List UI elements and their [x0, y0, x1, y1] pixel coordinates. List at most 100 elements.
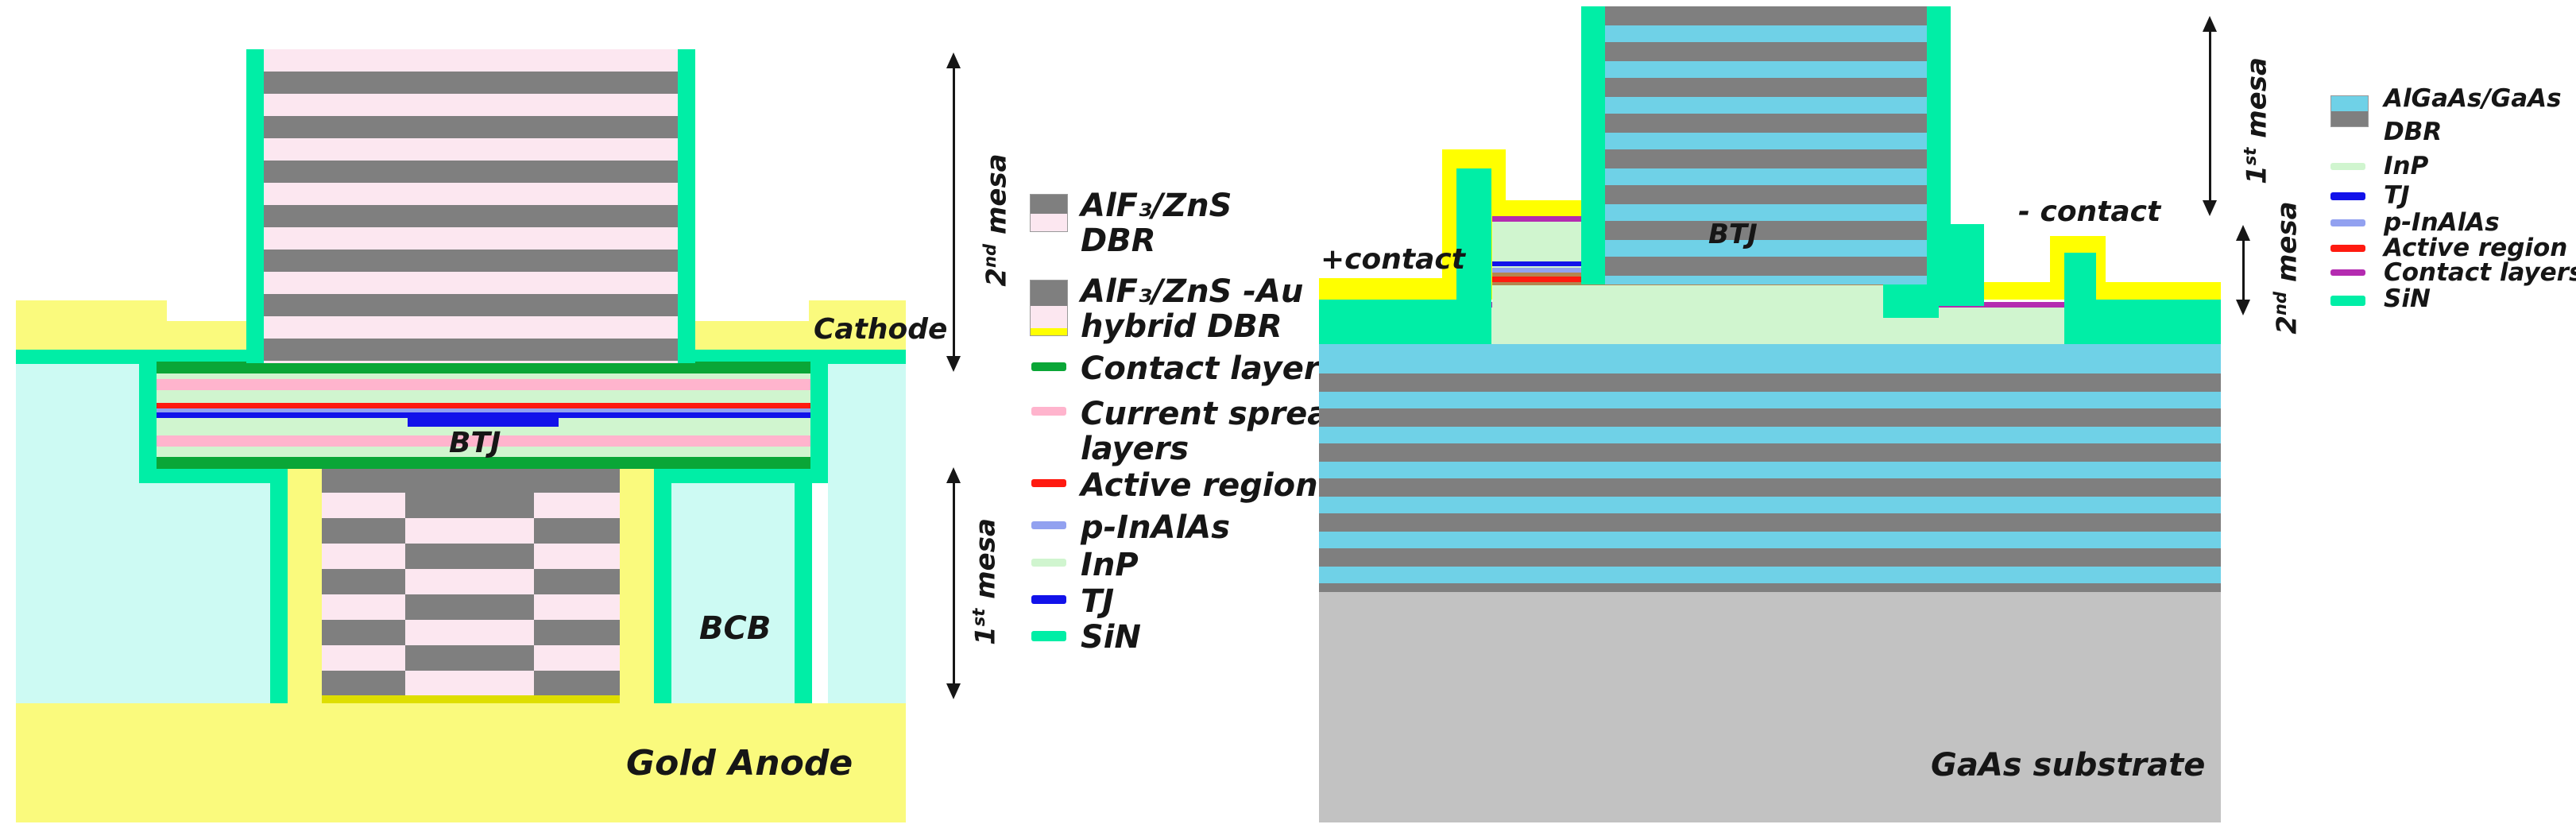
au-base-line [322, 695, 620, 703]
sin-shelf-right [654, 469, 812, 483]
legend-label-algaas-gaas-1: AlGaAs/GaAs [2384, 84, 2562, 113]
swatch-cyan-part [2331, 96, 2368, 111]
au-column-right [620, 469, 654, 703]
legend-line-contact-layers-right [2330, 269, 2365, 276]
first-mesa-dbr-stripes-center [405, 467, 534, 695]
btj-label-left: BTJ [449, 427, 501, 459]
legend-line-active-region-right [2330, 245, 2365, 252]
sin-slab-rail-right [810, 350, 828, 483]
legend-label-current-spreading-1: Current spread. [1081, 396, 1364, 432]
legend-label-current-spreading-2: layers [1081, 431, 1189, 467]
sin-slab-rail-left [139, 350, 157, 483]
legend-line-active-region [1031, 479, 1066, 487]
au-column-left [288, 469, 322, 703]
sin-block-left [1319, 300, 1482, 344]
sin-core-plus-contact [1456, 168, 1491, 344]
sin-leg-right [654, 469, 671, 703]
second-mesa-label-left: 2nd mesa [979, 153, 1013, 287]
legend-label-inp: InP [1081, 547, 1139, 583]
sin-shelf-left [139, 469, 288, 483]
contact-layer-upper-magenta [1492, 216, 1581, 222]
legend-label-contact-layers-right: Contact layers [2384, 258, 2576, 287]
btj-segment [408, 418, 559, 427]
first-mesa-label-right: 1st mesa [2239, 57, 2273, 184]
first-mesa-dbr-stripes-right [1605, 6, 1927, 284]
plus-contact-step [1491, 200, 1585, 216]
legend-label-alf3-zns-dbr-1: AlF₃/ZnS [1081, 188, 1232, 224]
bcb-pocket-left [139, 483, 270, 703]
cathode-pad-left [16, 300, 167, 350]
legend-label-hybrid-dbr-1: AlF₃/ZnS -Au [1081, 273, 1304, 310]
swatch-gray-part [1031, 195, 1067, 214]
cathode-pad-right [809, 300, 906, 350]
gaas-substrate-region [1319, 592, 2221, 822]
sin-leg-left [270, 469, 288, 703]
contact-layer-bottom [157, 457, 810, 469]
algaas-gaas-dbr-stack [1319, 373, 2221, 592]
second-mesa-label-right: 2nd mesa [2269, 201, 2303, 335]
legend-label-p-inalas-right: p-InAlAs [2384, 208, 2500, 237]
legend-line-current-spreading [1031, 407, 1066, 416]
swatch-gray-part [1031, 281, 1067, 306]
minus-contact-strip-inner [1984, 282, 2050, 300]
legend-line-sin [1031, 631, 1066, 641]
cathode-band-right [695, 321, 813, 350]
swatch-pink-part [1031, 214, 1067, 231]
plus-contact-strip [1319, 278, 1442, 300]
swatch-pink-part [1031, 306, 1067, 328]
sin-rail-top-mesa-left [246, 49, 264, 363]
bcb-region-right [828, 364, 906, 703]
legend-label-hybrid-dbr-2: hybrid DBR [1081, 308, 1282, 345]
current-spreading-layer-upper [157, 379, 810, 390]
cathode-label: Cathode [814, 313, 948, 346]
legend-label-active-region: Active region [1081, 467, 1318, 504]
legend-swatch-algaas-gaas-dbr [2330, 95, 2369, 127]
legend-line-p-inalas-right [2330, 219, 2365, 226]
legend-label-contact-layers: Contact layers [1081, 350, 1339, 387]
btj-label-right: BTJ [1708, 219, 1758, 250]
legend-label-inp-right: InP [2384, 152, 2429, 180]
minus-contact-label: - contact [2018, 195, 2161, 228]
minus-contact-strip-outer [2106, 282, 2221, 300]
contact-layer-top [157, 362, 810, 373]
bcb-pocket-right [671, 483, 795, 703]
legend-swatch-hybrid-dbr [1030, 280, 1068, 336]
legend-label-algaas-gaas-2: DBR [2384, 118, 2443, 146]
legend-line-inp [1031, 559, 1066, 567]
inp-lower-slab [1482, 308, 2076, 344]
sin-rail-top-mesa-right [678, 49, 695, 363]
active-region-layer [157, 403, 810, 408]
current-spreading-layer-lower [157, 435, 810, 447]
sin-rail-right-mesa-right [1927, 6, 1951, 284]
p-inalas-layer [157, 408, 810, 412]
legend-label-tj-right: TJ [2384, 181, 2410, 210]
gold-anode-label: Gold Anode [626, 743, 853, 784]
legend-swatch-alf3-zns-dbr [1030, 194, 1068, 232]
dbr-top-cyan-layer [1319, 344, 2221, 373]
legend-line-tj [1031, 595, 1066, 604]
swatch-gold-part [1031, 328, 1067, 335]
swatch-gray-part [2331, 111, 2368, 126]
bcb-label: BCB [699, 610, 772, 647]
legend-line-sin-right [2330, 296, 2365, 306]
legend-label-p-inalas: p-InAlAs [1081, 509, 1231, 546]
first-mesa-label-left: 1st mesa [968, 518, 1002, 645]
legend-line-inp-right [2330, 163, 2365, 170]
tj-layer [157, 412, 810, 418]
legend-label-alf3-zns-dbr-2: DBR [1081, 223, 1156, 259]
legend-label-active-region-right: Active region [2384, 234, 2568, 262]
legend-label-tj: TJ [1081, 583, 1115, 620]
sin-outer-leg-right [795, 483, 812, 703]
legend-line-p-inalas [1031, 521, 1066, 529]
second-mesa-dbr-stripes [264, 49, 678, 363]
sin-block-right [2076, 300, 2221, 344]
plus-contact-label: +contact [1321, 243, 1465, 276]
sin-band-left [16, 350, 246, 364]
bcb-region-left [16, 364, 139, 703]
sin-band-right [695, 350, 906, 364]
sin-core-minus-contact [2064, 253, 2096, 344]
sin-rail-right-mesa-left [1581, 6, 1605, 284]
legend-label-sin: SiN [1081, 619, 1141, 656]
gaas-substrate-label: GaAs substrate [1931, 747, 2206, 784]
